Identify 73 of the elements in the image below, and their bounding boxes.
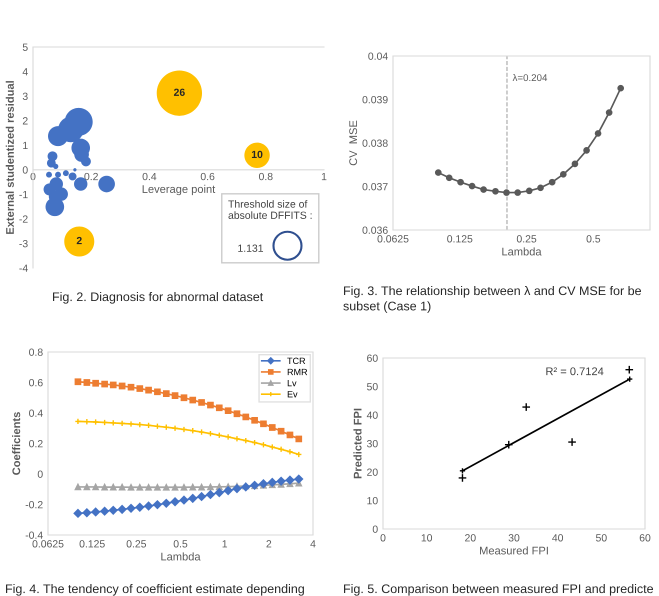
x-tick-label: 0.25 xyxy=(516,235,536,243)
legend-label: RMR xyxy=(288,368,308,376)
x-tick-label: 10 xyxy=(422,534,432,542)
annotation: 26 xyxy=(174,88,185,96)
legend-label: Ev xyxy=(288,391,298,398)
x-tick-label: 2 xyxy=(266,540,272,548)
y-tick-label: 0.036 xyxy=(362,226,388,234)
x-tick-label: 0.0625 xyxy=(377,235,408,243)
x-tick-label: 0.25 xyxy=(126,540,146,548)
x-tick-label: 20 xyxy=(465,534,476,542)
legend-label: Lv xyxy=(288,380,297,386)
y-axis-title: CV MSE xyxy=(349,120,358,166)
x-tick-label: 0.5 xyxy=(586,235,600,243)
x-axis-title: Leverage point xyxy=(142,184,216,196)
x-tick-label: 0.0625 xyxy=(32,540,64,548)
x-tick-label: 30 xyxy=(508,534,520,542)
y-tick-label: 0.2 xyxy=(29,440,43,448)
annotation: R² = 0.7124 xyxy=(546,367,604,376)
x-tick-label: 0.6 xyxy=(200,172,214,180)
y-tick-label: 0.8 xyxy=(29,348,43,356)
x-tick-label: 0.4 xyxy=(142,172,156,180)
y-tick-label: 0.038 xyxy=(362,140,388,147)
y-tick-label: 40 xyxy=(366,412,378,419)
x-tick-label: 60 xyxy=(640,534,650,542)
x-tick-label: 0.2 xyxy=(84,172,98,180)
y-tick-label: 0.6 xyxy=(29,379,43,386)
y-tick-label: 20 xyxy=(367,468,378,476)
x-tick-label: 1 xyxy=(322,172,326,180)
x-tick-label: 0.125 xyxy=(80,540,105,548)
y-tick-label: 0.039 xyxy=(362,96,388,104)
caption: Fig. 5. Comparison between measured FPI and predicte xyxy=(344,584,654,596)
x-tick-label: 1 xyxy=(222,540,228,548)
y-tick-label: 60 xyxy=(367,354,378,362)
x-tick-label: 0.5 xyxy=(174,540,188,548)
y-tick-label: 2 xyxy=(22,117,28,124)
y-tick-label: 0 xyxy=(372,526,378,533)
y-tick-label: 4 xyxy=(22,68,28,76)
legend-label: 1.131 xyxy=(238,244,264,252)
ref-line-label: λ=0.204 xyxy=(512,74,548,82)
x-tick-label: 40 xyxy=(552,534,564,542)
x-tick-label: 4 xyxy=(310,540,316,548)
y-tick-label: 3 xyxy=(22,92,28,100)
y-tick-label: -4 xyxy=(19,264,28,272)
x-tick-label: 50 xyxy=(596,534,607,542)
y-axis-title: External studentized residual xyxy=(6,81,14,234)
y-tick-label: 1 xyxy=(23,142,28,149)
annotation: 10 xyxy=(252,150,262,158)
x-tick-label: 0.125 xyxy=(447,235,472,243)
x-axis-title: Lambda xyxy=(502,247,542,256)
y-tick-label: 0 xyxy=(22,166,28,174)
y-tick-label: 0.4 xyxy=(29,410,43,417)
y-tick-label: -3 xyxy=(19,240,28,248)
y-tick-label: -1 xyxy=(19,190,28,198)
caption: Fig. 4. The tendency of coefficient estimate depending xyxy=(6,584,304,596)
y-tick-label: 10 xyxy=(367,497,378,504)
x-tick-label: 0.8 xyxy=(258,172,273,180)
y-tick-label: 30 xyxy=(366,440,378,448)
caption: Fig. 2. Diagnosis for abnormal dataset xyxy=(53,292,264,304)
y-tick-label: 0.04 xyxy=(368,52,388,60)
y-tick-label: -2 xyxy=(19,215,28,223)
y-axis-title: Predicted FPI xyxy=(353,408,362,478)
x-axis-title: Lambda xyxy=(161,552,201,561)
y-tick-label: -0.2 xyxy=(26,501,43,508)
y-tick-label: 0 xyxy=(38,470,43,478)
y-tick-label: 0.037 xyxy=(362,183,388,190)
y-axis-title: Coefficients xyxy=(12,412,20,475)
x-axis-title: Measured FPI xyxy=(480,546,548,555)
legend-label: TCR xyxy=(287,358,306,364)
caption: Fig. 3. The relationship between λ and CV MSE for be subset (Case 1) xyxy=(343,286,641,313)
legend-title: Threshold size of absolute DFFITS : xyxy=(228,200,312,219)
y-tick-label: 5 xyxy=(22,44,28,51)
y-tick-label: 50 xyxy=(366,383,378,390)
y-tick-label: -0.4 xyxy=(26,532,43,539)
